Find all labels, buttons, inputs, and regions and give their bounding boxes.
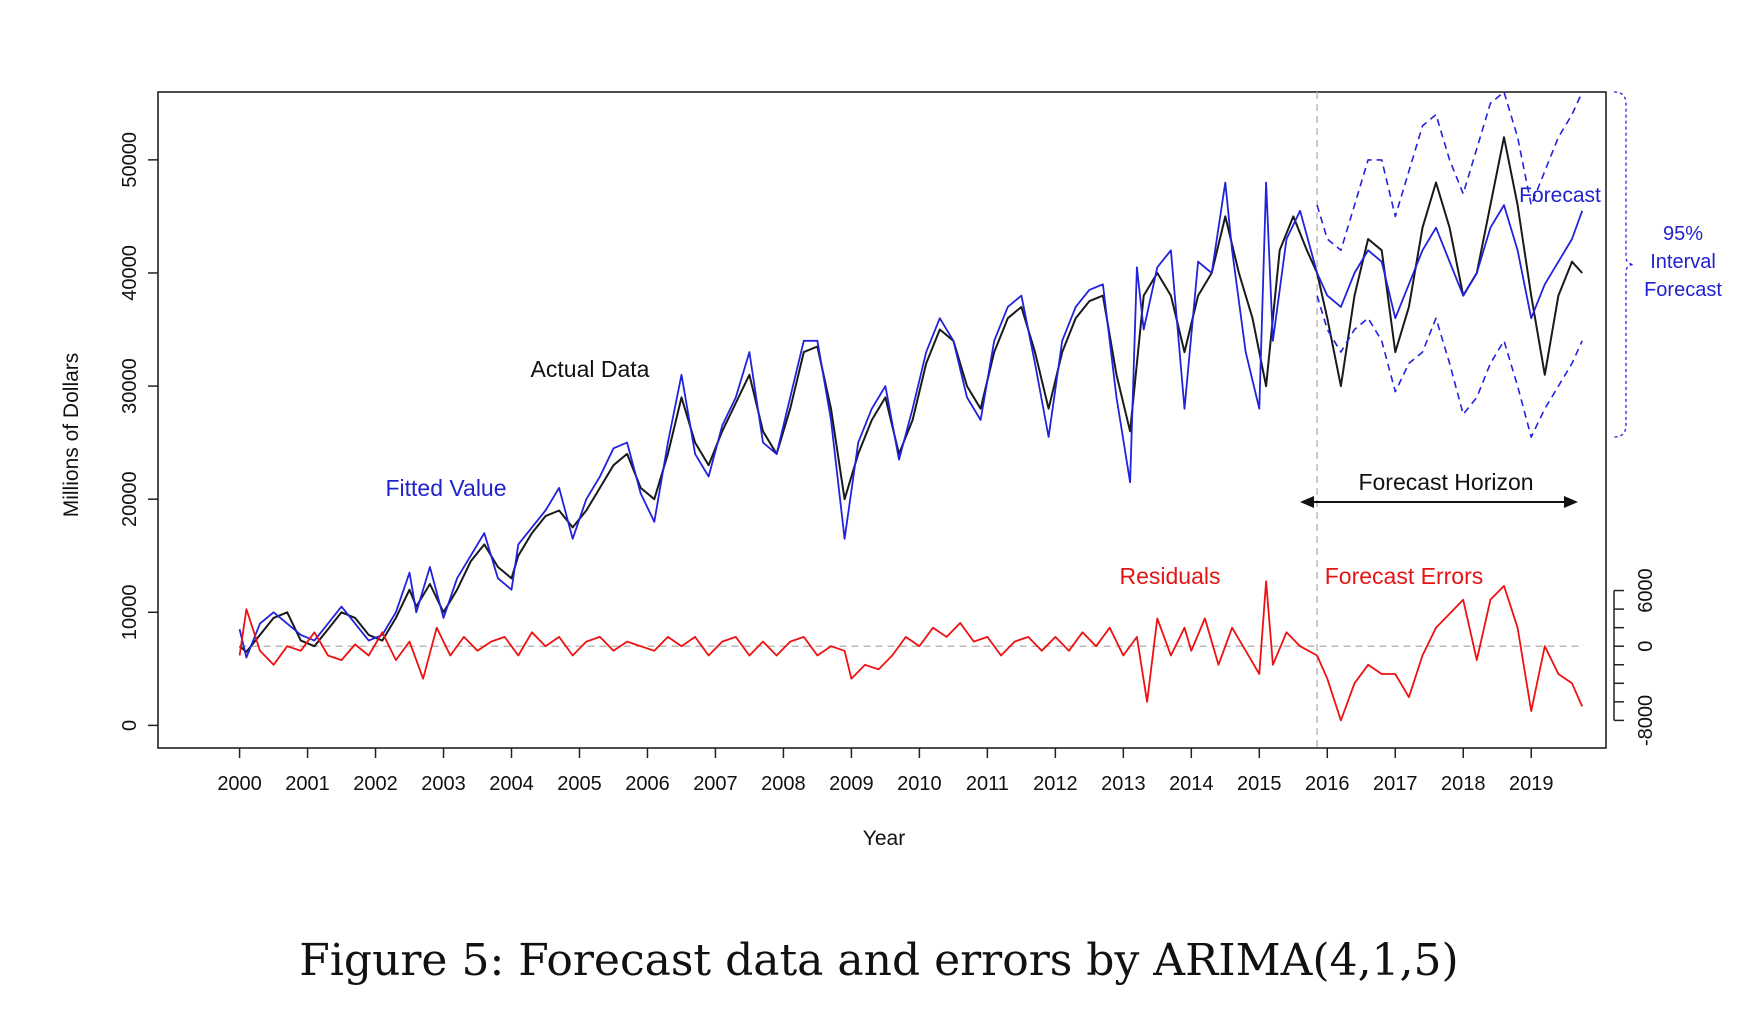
y-tick-label: 10000: [119, 584, 141, 640]
series-fitted-value: [238, 181, 1318, 659]
actual-data-label: Actual Data: [531, 356, 650, 382]
figure-caption: Figure 5: Forecast data and errors by AR…: [299, 935, 1459, 986]
interval-label-line-3: Forecast: [1644, 279, 1722, 301]
x-axis-title: Year: [863, 827, 905, 850]
x-tick-label: 2011: [966, 773, 1009, 795]
annotation-layer: Actual Data Fitted Value Forecast 95% In…: [60, 91, 1722, 850]
series-layer: [238, 91, 1584, 722]
x-tick-label: 2017: [1373, 773, 1418, 795]
y-axis-title: Millions of Dollars: [60, 353, 83, 518]
x-tick-label: 2009: [829, 773, 874, 795]
x-tick-label: 2002: [353, 773, 398, 795]
y-tick-label: 0: [119, 720, 141, 731]
y2-tick-label: 6000: [1635, 568, 1657, 613]
x-tick-label: 2000: [217, 773, 262, 795]
series-forecast-errors: [1316, 585, 1584, 722]
y2-tick-label: 0: [1635, 641, 1657, 652]
x-tick-label: 2016: [1305, 773, 1350, 795]
x-tick-label: 2010: [897, 773, 942, 795]
arima-chart: 2000 2001 2002 2003 2004 2005 2006 2007 2008 2009…: [60, 91, 1722, 850]
series-forecast: [1316, 204, 1584, 320]
forecast-errors-label: Forecast Errors: [1325, 563, 1483, 589]
y-tick-label: 20000: [119, 471, 141, 527]
plot-frame: [157, 91, 1607, 749]
x-tick-label: 2015: [1237, 773, 1282, 795]
series-residuals: [238, 580, 1318, 703]
x-tick-label: 2012: [1033, 773, 1078, 795]
plot-layer: [157, 91, 1607, 749]
y-tick-label: 30000: [119, 358, 141, 414]
y-tick-label: 50000: [119, 132, 141, 188]
forecast-label: Forecast: [1519, 184, 1601, 207]
x-tick-label: 2018: [1441, 773, 1486, 795]
y2-tick-label: -8000: [1635, 695, 1657, 746]
interval-label-line-2: Interval: [1650, 251, 1716, 273]
fitted-value-label: Fitted Value: [385, 475, 506, 501]
x-tick-label: 2019: [1509, 773, 1554, 795]
horizon-arrow-left-head: [1300, 496, 1314, 508]
x-tick-label: 2005: [557, 773, 602, 795]
interval-brace: [1613, 91, 1635, 438]
x-tick-label: 2008: [761, 773, 806, 795]
x-tick-label: 2001: [285, 773, 330, 795]
x-tick-label: 2014: [1169, 773, 1214, 795]
series-95-interval-lower: [1316, 295, 1583, 438]
residuals-label: Residuals: [1120, 563, 1221, 589]
x-tick-label: 2004: [489, 773, 534, 795]
forecast-horizon-label: Forecast Horizon: [1358, 469, 1533, 495]
x-tick-label: 2003: [421, 773, 466, 795]
x-tick-label: 2006: [625, 773, 670, 795]
x-tick-label: 2013: [1101, 773, 1146, 795]
y-tick-label: 40000: [119, 245, 141, 301]
x-tick-label: 2007: [693, 773, 738, 795]
horizon-arrow-right-head: [1564, 496, 1578, 508]
series-95-interval-upper: [1316, 91, 1583, 252]
axis-layer: 2000 2001 2002 2003 2004 2005 2006 2007 2008 2009…: [119, 132, 1657, 795]
interval-label-line-1: 95%: [1663, 223, 1703, 245]
